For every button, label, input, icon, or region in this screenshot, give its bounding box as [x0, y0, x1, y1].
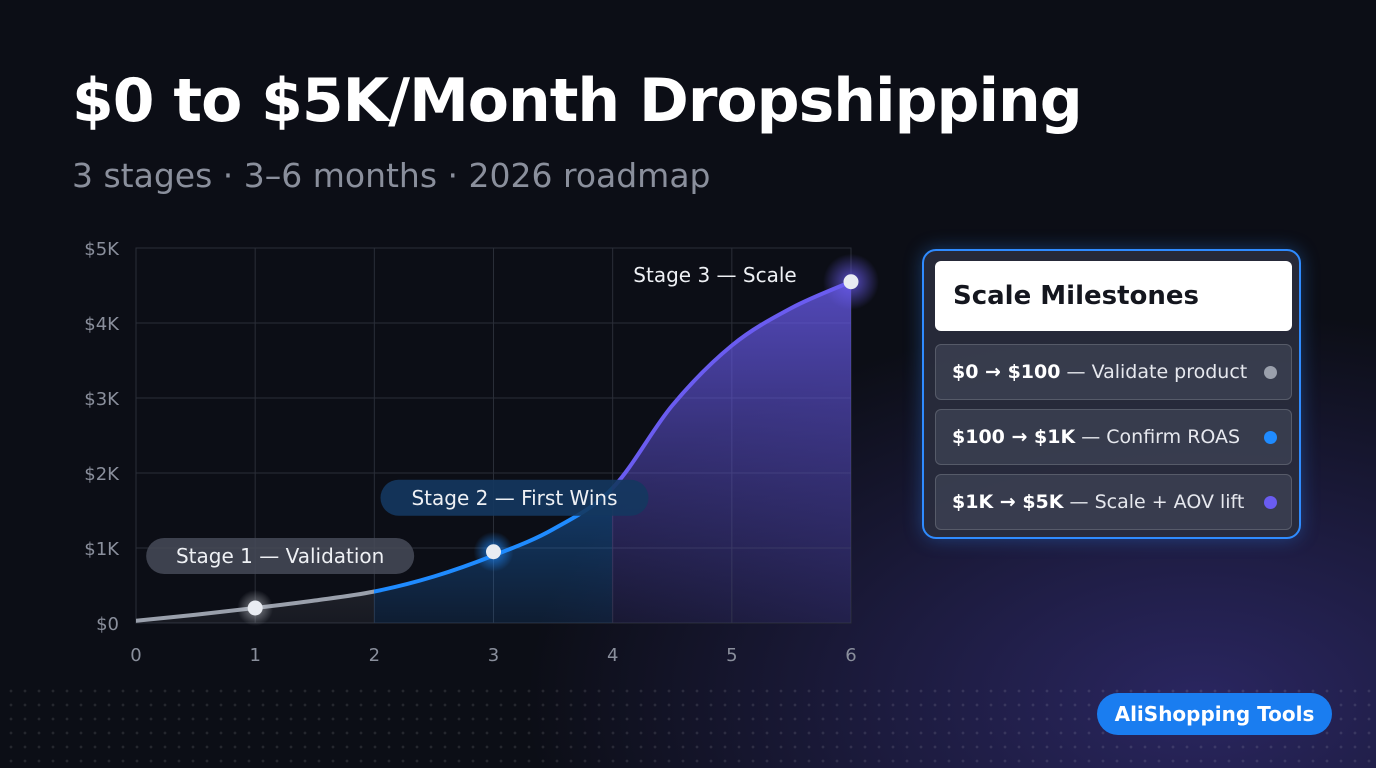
series-line-segment: [612, 279, 851, 492]
page-title: $0 to $5K/Month Dropshipping: [72, 66, 1083, 136]
x-tick-label: 1: [249, 645, 260, 666]
y-tick-label: $1K: [84, 539, 120, 560]
page-subtitle: 3 stages · 3–6 months · 2026 roadmap: [72, 156, 711, 195]
stage-label: Stage 2 — First Wins: [411, 486, 617, 510]
area-segment: [612, 281, 851, 623]
milestone-item: $0 → $100 — Validate product: [935, 344, 1292, 400]
stage-label: Stage 3 — Scale: [633, 263, 796, 287]
milestone-text: — Scale + AOV lift: [1063, 491, 1245, 513]
x-tick-label: 3: [488, 645, 499, 666]
stage-marker-point: [247, 600, 263, 616]
y-tick-label: $4K: [84, 314, 120, 335]
chart-markers: Stage 1 — Validation Stage 2 — First Wins…: [146, 253, 879, 626]
milestone-item: $100 → $1K — Confirm ROAS: [935, 409, 1292, 465]
milestone-item: $1K → $5K — Scale + AOV lift: [935, 474, 1292, 530]
y-tick-label: $2K: [84, 464, 120, 485]
stage-marker-point: [486, 544, 501, 560]
series-line-segment: [374, 485, 612, 594]
stage-label: Stage 1 — Validation: [176, 544, 384, 568]
milestone-range: $1K → $5K: [952, 491, 1064, 513]
milestone-range: $100 → $1K: [952, 426, 1076, 448]
x-tick-label: 2: [369, 645, 380, 666]
milestones-title: Scale Milestones: [935, 261, 1292, 331]
x-tick-label: 4: [607, 645, 618, 666]
milestones-panel: Scale Milestones $0 → $100 — Validate pr…: [922, 249, 1301, 539]
x-tick-label: 6: [845, 645, 856, 666]
status-dot-icon: [1264, 496, 1277, 509]
brand-badge[interactable]: AliShopping Tools: [1097, 693, 1332, 735]
status-dot-icon: [1264, 366, 1277, 379]
chart-ticks: 0 1 2 3 4 5 6 $0 $1K $2K $3K $4K $5K: [84, 239, 856, 666]
status-dot-icon: [1264, 431, 1277, 444]
stage-marker-point: [843, 274, 859, 290]
x-tick-label: 5: [726, 645, 737, 666]
milestone-text: — Validate product: [1060, 361, 1248, 383]
stage-label-pill: [146, 538, 415, 574]
y-tick-label: $3K: [84, 389, 120, 410]
milestone-text: — Confirm ROAS: [1075, 426, 1241, 448]
y-tick-label: $0: [96, 614, 119, 635]
milestone-range: $0 → $100: [952, 361, 1061, 383]
stage-label-pill: [380, 479, 649, 516]
x-tick-label: 0: [130, 645, 141, 666]
y-tick-label: $5K: [84, 239, 120, 260]
